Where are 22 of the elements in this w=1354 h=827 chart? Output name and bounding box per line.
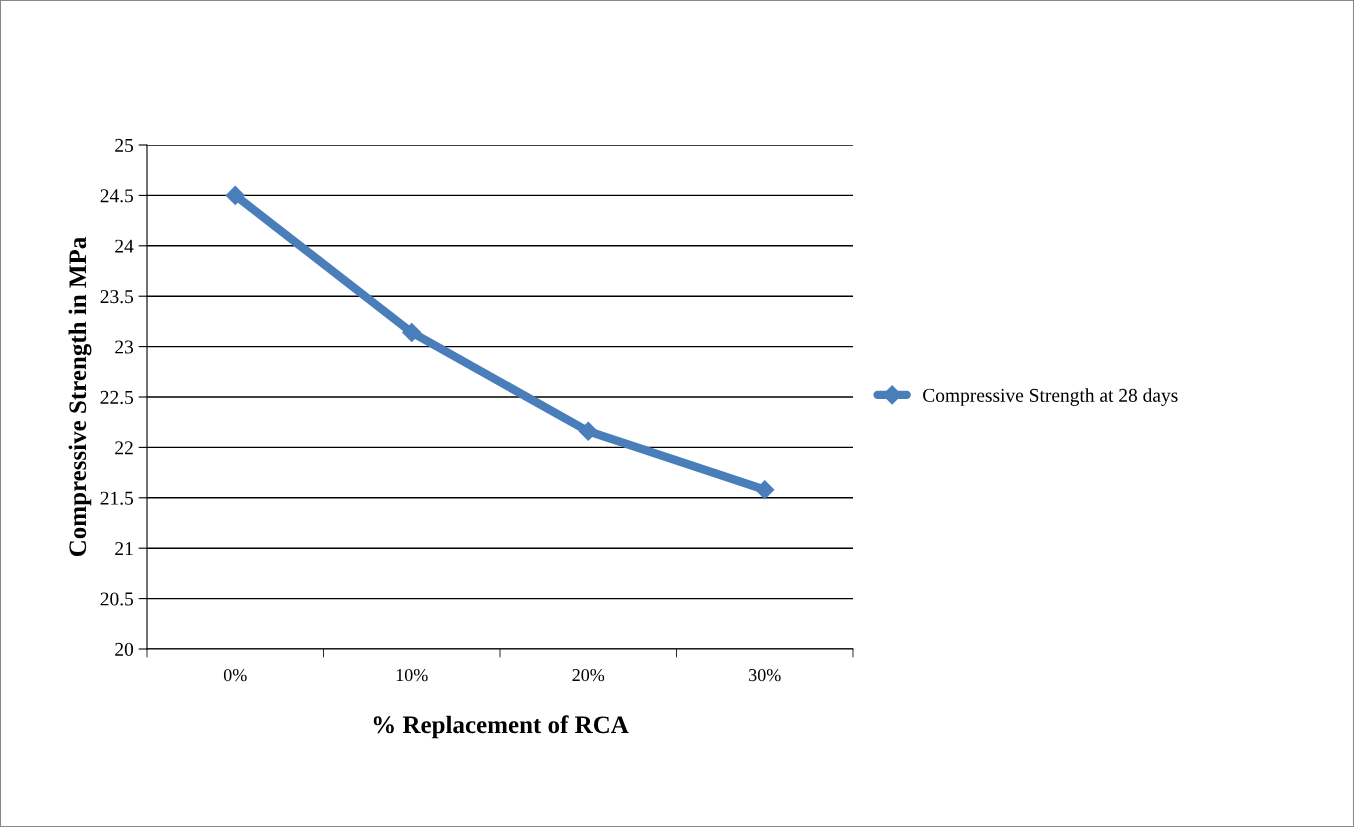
y-tick-label: 23: [115, 340, 134, 354]
point: [578, 421, 598, 441]
point: [402, 322, 422, 343]
point: [225, 185, 245, 205]
y-axis-title: Compressive Strength in MPa: [68, 237, 92, 557]
point: [755, 480, 775, 500]
y-tick-label: 24: [115, 239, 134, 253]
y-tick-label: 25: [115, 138, 134, 152]
y-tick-label: 21: [115, 542, 133, 555]
x-tick-label: 0%: [223, 668, 247, 682]
y-tick-label: 23.5: [100, 290, 134, 304]
legend-label: Compressive Strength at 28 days: [923, 388, 1178, 406]
y-tick-label: 24.5: [100, 189, 134, 203]
y-tick-label: 20.5: [100, 592, 134, 606]
y-tick-label: 20: [115, 642, 134, 656]
x-tick-label: 30%: [749, 668, 781, 682]
y-tick-label: 21.5: [100, 491, 134, 505]
x-tick-label: 20%: [572, 668, 605, 682]
x-tick-label: 10%: [396, 668, 428, 682]
y-tick-label: 22: [115, 441, 133, 455]
y-tick-label: 22.5: [100, 390, 134, 405]
x-axis-title: % Replacement of RCA: [373, 715, 629, 739]
